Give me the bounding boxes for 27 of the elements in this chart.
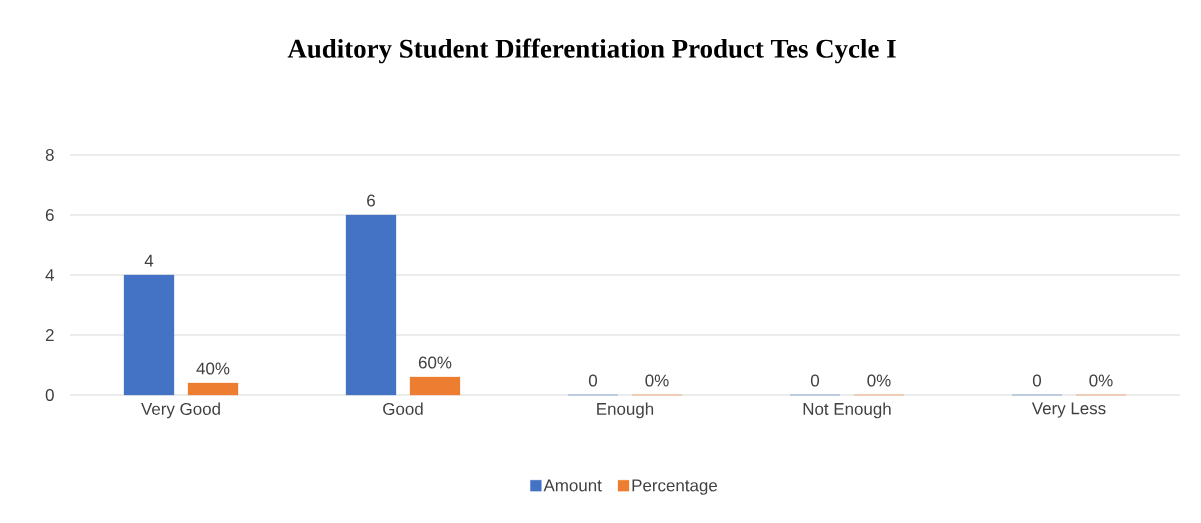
data-label: 0 <box>1032 374 1042 387</box>
bar <box>345 214 397 396</box>
y-tick-label: 8 <box>45 148 54 161</box>
bar <box>187 382 239 396</box>
x-tick-label: Very Less <box>1031 402 1106 418</box>
legend-label: Percentage <box>632 479 718 495</box>
data-label: 0% <box>645 374 669 387</box>
x-tick-label: Not Enough <box>803 402 891 419</box>
y-tick-label: 2 <box>45 329 54 341</box>
bar <box>409 376 461 396</box>
x-tick-label: Very Good <box>141 402 220 419</box>
data-label: 0 <box>588 374 598 387</box>
y-tick-label: 0 <box>45 388 54 401</box>
bar <box>123 274 175 396</box>
legend-label: Amount <box>543 479 602 492</box>
data-label: 6 <box>367 194 375 207</box>
data-label: 4 <box>144 254 154 267</box>
x-tick-label: Enough <box>597 402 654 419</box>
data-label: 0% <box>1089 374 1113 387</box>
data-label: 0% <box>867 374 891 387</box>
data-label: 40% <box>196 362 230 375</box>
y-tick-label: 6 <box>45 208 54 221</box>
x-tick-label: Good <box>383 402 423 415</box>
chart-title: Auditory Student Differentiation Product Tes Cycle I <box>287 38 896 64</box>
data-label: 60% <box>418 356 452 369</box>
data-label: 0 <box>810 374 820 387</box>
y-tick-label: 4 <box>45 269 54 281</box>
